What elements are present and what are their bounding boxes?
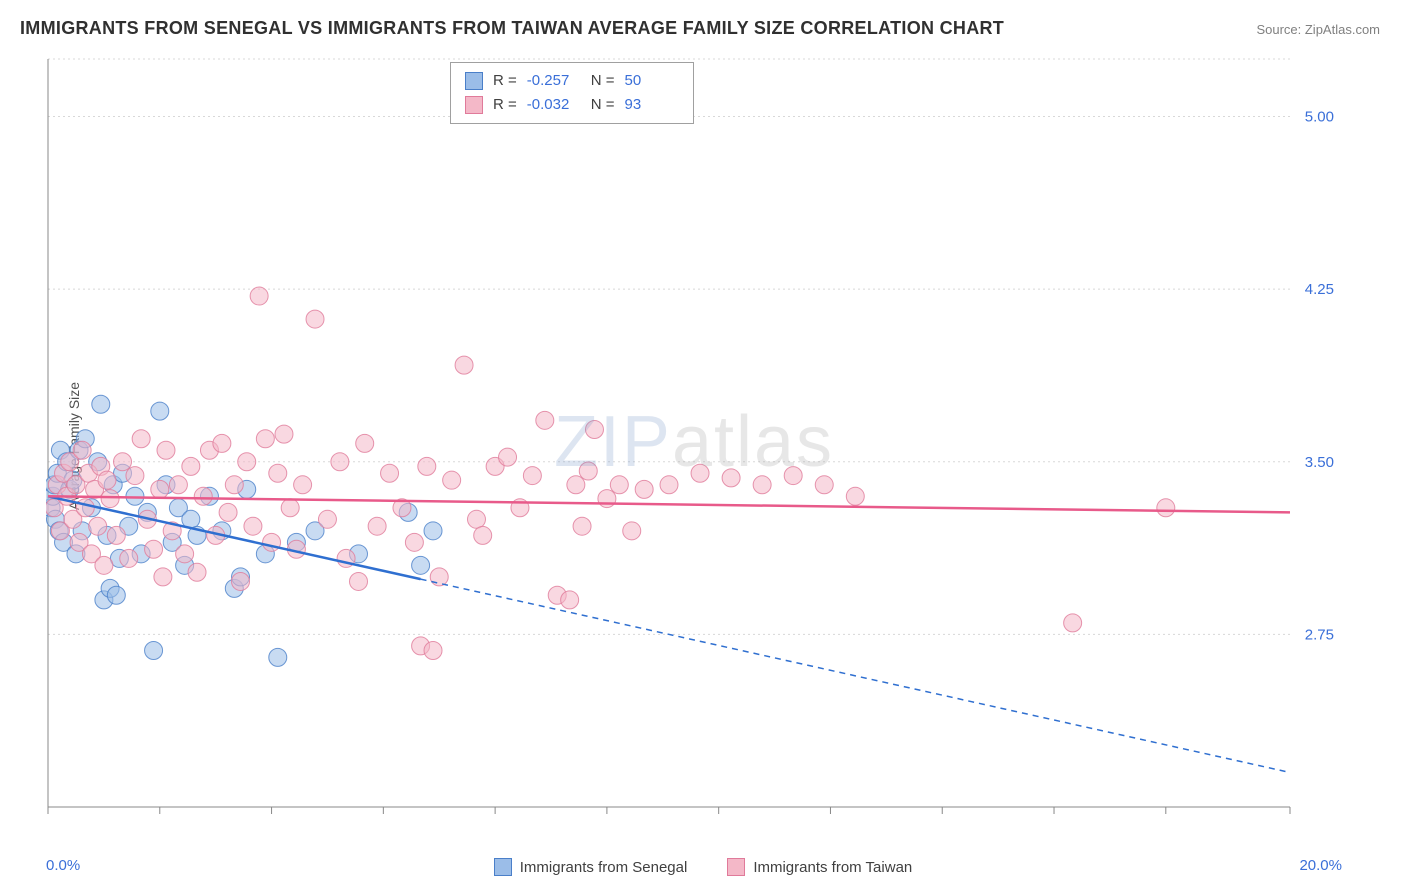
chart-svg: 2.75 3.50 4.25 5.00 <box>46 57 1342 827</box>
legend-item-taiwan: Immigrants from Taiwan <box>727 858 912 876</box>
senegal-r-value: -0.257 <box>527 69 581 93</box>
r-label: R = <box>493 69 517 93</box>
senegal-legend-label: Immigrants from Senegal <box>520 859 688 876</box>
taiwan-legend-label: Immigrants from Taiwan <box>753 859 912 876</box>
stats-row-taiwan: R = -0.032 N = 93 <box>465 93 679 117</box>
svg-text:5.00: 5.00 <box>1305 109 1334 126</box>
taiwan-n-value: 93 <box>625 93 679 117</box>
svg-text:2.75: 2.75 <box>1305 626 1334 643</box>
senegal-swatch <box>465 72 483 90</box>
taiwan-swatch-icon <box>727 858 745 876</box>
taiwan-r-value: -0.032 <box>527 93 581 117</box>
bottom-legend: Immigrants from Senegal Immigrants from … <box>0 858 1406 876</box>
stats-legend-box: R = -0.257 N = 50 R = -0.032 N = 93 <box>450 62 694 124</box>
stats-row-senegal: R = -0.257 N = 50 <box>465 69 679 93</box>
n-label: N = <box>591 69 615 93</box>
legend-item-senegal: Immigrants from Senegal <box>494 858 688 876</box>
svg-text:4.25: 4.25 <box>1305 281 1334 298</box>
n-label: N = <box>591 93 615 117</box>
senegal-swatch-icon <box>494 858 512 876</box>
chart-plot-area: 2.753.504.255.00 ZIPatlas <box>46 57 1342 827</box>
svg-text:3.50: 3.50 <box>1305 454 1334 471</box>
senegal-n-value: 50 <box>625 69 679 93</box>
chart-title: IMMIGRANTS FROM SENEGAL VS IMMIGRANTS FR… <box>20 18 1004 39</box>
r-label: R = <box>493 93 517 117</box>
source-label: Source: ZipAtlas.com <box>1256 22 1380 37</box>
taiwan-swatch <box>465 96 483 114</box>
